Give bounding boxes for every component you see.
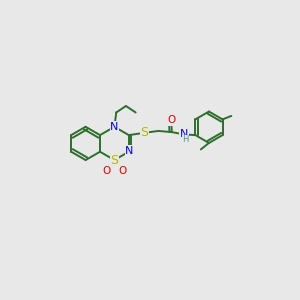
Text: S: S <box>140 126 148 139</box>
Text: N: N <box>180 129 188 140</box>
Text: N: N <box>110 122 118 132</box>
Text: H: H <box>182 135 188 144</box>
Text: O: O <box>118 166 126 176</box>
Text: S: S <box>110 154 118 166</box>
Text: N: N <box>125 146 134 156</box>
Text: O: O <box>167 115 176 125</box>
Text: O: O <box>103 166 111 176</box>
